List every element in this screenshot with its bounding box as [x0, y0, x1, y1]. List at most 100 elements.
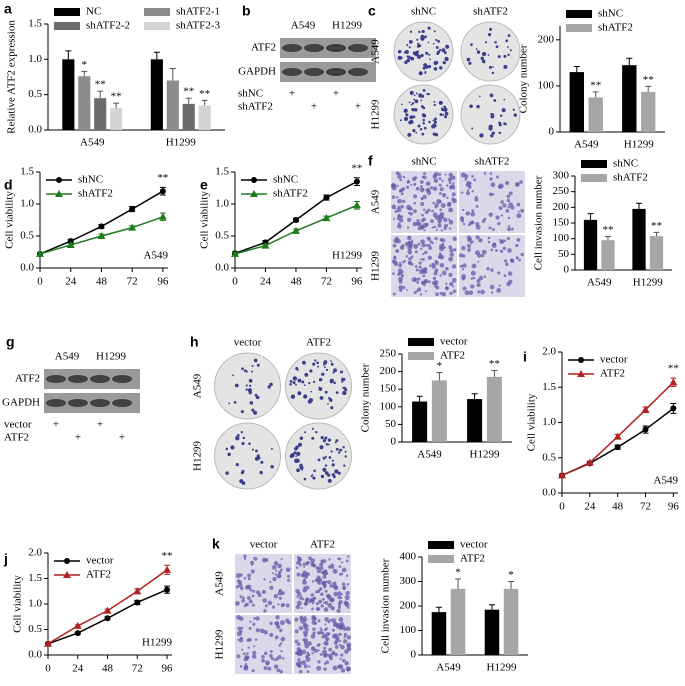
- colony: [413, 94, 416, 97]
- legend-swatch: [144, 22, 170, 30]
- cell: [252, 622, 256, 626]
- legend-swatch: [581, 174, 607, 182]
- cell: [295, 604, 301, 610]
- colony: [290, 453, 295, 458]
- cell: [277, 603, 280, 606]
- colony: [315, 431, 318, 434]
- y-axis-label: Cell invasion number: [380, 558, 392, 653]
- blot-band: [304, 44, 324, 52]
- cell: [280, 568, 283, 572]
- colony: [296, 468, 300, 473]
- cell: [241, 648, 244, 651]
- cell: [315, 565, 320, 570]
- cell: [506, 236, 510, 241]
- cell: [303, 633, 308, 638]
- colony: [267, 385, 271, 389]
- point: [164, 586, 171, 593]
- treatment-label: shNC: [238, 88, 263, 100]
- row-label: A549: [370, 189, 382, 214]
- colony: [490, 112, 493, 116]
- cell: [426, 236, 430, 240]
- cell: [439, 187, 444, 192]
- cell: [249, 588, 253, 592]
- legend-swatch: [566, 24, 592, 32]
- colony: [233, 401, 237, 404]
- cell: [431, 280, 437, 286]
- colony: [512, 108, 515, 111]
- legend-swatch: [428, 541, 454, 549]
- cell: [273, 664, 279, 669]
- legend-marker: [56, 177, 62, 183]
- cell: [299, 563, 302, 567]
- cell: [503, 274, 507, 278]
- cell: [346, 667, 351, 672]
- bar: [78, 76, 91, 130]
- y-tick-label: 0.0: [28, 649, 42, 661]
- cell: [297, 557, 302, 563]
- colony: [419, 127, 423, 131]
- cell: [276, 668, 281, 673]
- legend-marker: [55, 190, 63, 197]
- cell: [285, 603, 290, 608]
- band-label: ATF2: [15, 373, 40, 385]
- colony: [466, 57, 471, 62]
- cell: [392, 217, 395, 220]
- row-label: H1299: [192, 441, 204, 471]
- cell: [252, 589, 256, 593]
- cell: [247, 596, 251, 600]
- x-tick-label: H1299: [633, 277, 663, 289]
- plate: [214, 422, 281, 490]
- colony: [235, 462, 239, 467]
- colony: [290, 394, 296, 399]
- cell: [500, 200, 504, 204]
- cell: [506, 194, 511, 199]
- cell: [325, 660, 329, 665]
- colony: [225, 471, 229, 475]
- cell: [274, 573, 277, 576]
- cell: [509, 258, 514, 262]
- colony: [248, 378, 253, 383]
- x-tick-label: 72: [321, 276, 332, 288]
- error-bar: [113, 102, 120, 109]
- cell: [471, 263, 477, 269]
- cell: [464, 178, 467, 181]
- cell: [443, 246, 446, 249]
- cell: [305, 654, 310, 658]
- colony: [444, 111, 449, 116]
- cell: [250, 569, 255, 574]
- cell: [311, 580, 315, 583]
- row-label: A549: [370, 39, 382, 64]
- bar: [182, 103, 195, 130]
- colony: [289, 383, 292, 386]
- legend-swatch: [428, 555, 454, 563]
- cell: [434, 268, 439, 273]
- colony: [256, 454, 260, 458]
- cell: [272, 576, 277, 582]
- legend-marker: [64, 558, 70, 564]
- cell: [474, 250, 480, 256]
- cell: [327, 632, 331, 635]
- error-bar: [436, 372, 443, 381]
- y-tick-label: 100: [538, 79, 555, 91]
- cell: [344, 661, 349, 666]
- colony: [405, 113, 409, 117]
- column-label: shATF2: [473, 6, 508, 18]
- cell: [337, 664, 342, 669]
- cell: [269, 580, 272, 584]
- significance: **: [95, 79, 106, 91]
- cell: [420, 247, 423, 250]
- x-tick-label: 96: [157, 276, 169, 288]
- cell: [339, 643, 342, 646]
- colony: [260, 472, 263, 475]
- cell: [444, 286, 449, 291]
- cell: [236, 579, 240, 583]
- cell: [317, 619, 321, 623]
- panel-label: b: [242, 3, 251, 19]
- colony: [269, 382, 273, 387]
- cell: [278, 588, 282, 593]
- cell: [475, 224, 481, 230]
- cell: [332, 568, 338, 574]
- colony: [303, 394, 308, 399]
- colony: [311, 427, 314, 430]
